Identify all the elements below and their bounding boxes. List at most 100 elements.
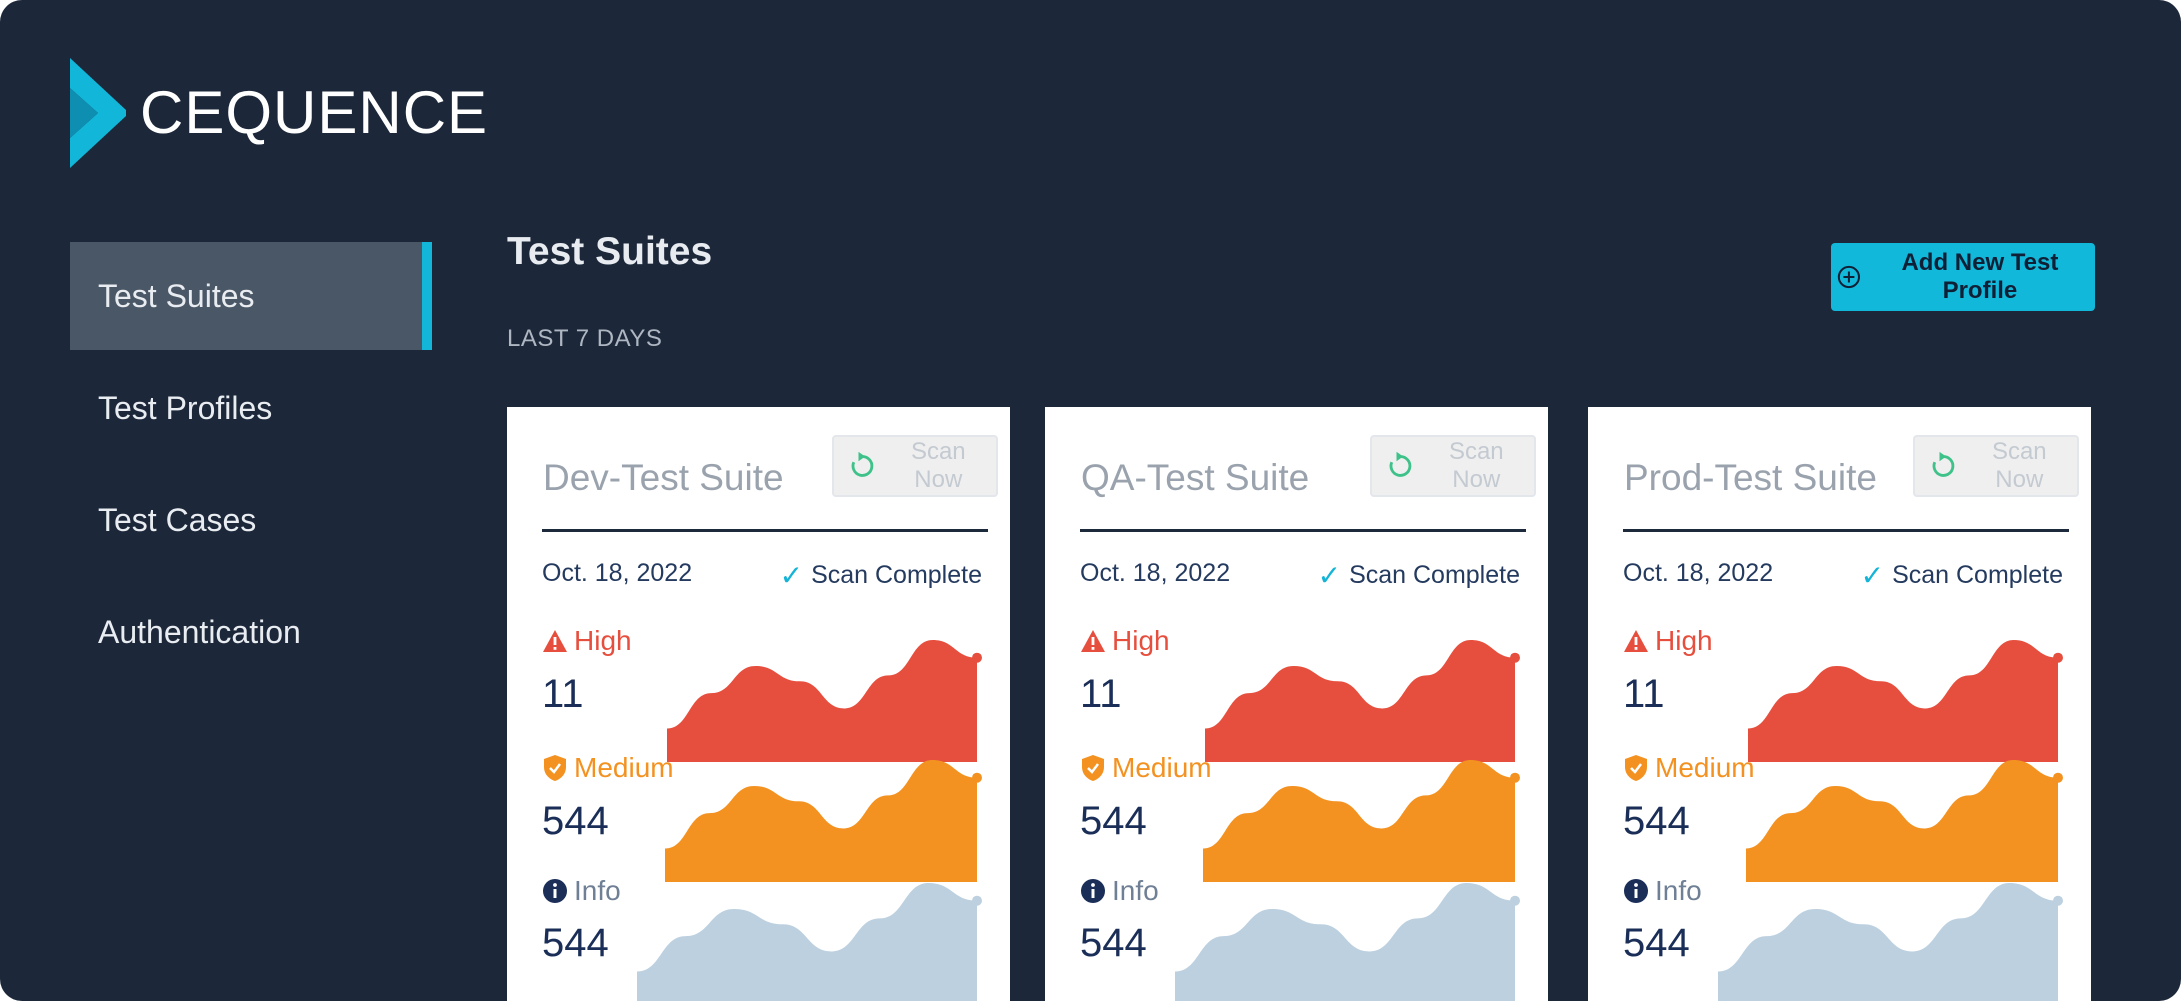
severity-medium-count: 544 [1080, 799, 1147, 843]
add-new-test-profile-button[interactable]: Add New Test Profile [1831, 243, 2095, 311]
sparkline-end-point [1510, 652, 1520, 663]
warning-triangle-icon [1624, 630, 1648, 652]
sidebar-item-label: Test Profiles [98, 389, 273, 426]
brand-name: CEQUENCE [140, 79, 489, 146]
severity-info-count: 544 [1623, 921, 1690, 965]
check-icon: ✓ [1860, 560, 1885, 591]
sidebar-item-label: Test Suites [98, 277, 255, 314]
severity-info-label: Info [1623, 875, 1702, 907]
cequence-logo: CEQUENCE [70, 55, 488, 170]
suite-name: Prod-Test Suite [1624, 457, 1877, 498]
sidebar-item-test-cases[interactable]: Test Cases [70, 466, 432, 574]
severity-info-sparkline [1718, 883, 2063, 1001]
sidebar-item-test-profiles[interactable]: Test Profiles [70, 354, 432, 462]
sparkline-end-point [972, 895, 982, 906]
severity-info-sparkline [1175, 883, 1520, 1001]
sparkline-area [1203, 760, 1515, 882]
severity-high-count: 11 [1080, 672, 1122, 716]
suite-name: Dev-Test Suite [543, 457, 784, 498]
status-label: Scan Complete [811, 561, 982, 589]
sparkline-end-point [1510, 772, 1520, 783]
refresh-icon [1389, 451, 1412, 477]
shield-check-icon [1082, 755, 1104, 781]
severity-label-text: High [574, 625, 632, 656]
sparkline-end-point [972, 652, 982, 663]
scan-status: ✓ Scan Complete [1318, 559, 1520, 592]
severity-info-count: 544 [542, 921, 609, 965]
warning-triangle-icon [543, 630, 567, 652]
check-icon: ✓ [1317, 560, 1342, 591]
severity-medium-label: Medium [542, 752, 674, 784]
severity-high-label: High [1080, 625, 1170, 657]
page-title: Test Suites [507, 230, 713, 273]
severity-high-sparkline [1748, 640, 2063, 762]
info-circle-icon [1624, 879, 1648, 903]
test-suite-card[interactable]: Dev-Test Suite Scan Now Oct. 18, 2022 ✓ Scan… [507, 407, 1010, 1001]
add-button-label: Add New Test Profile [1901, 249, 2059, 304]
sparkline-end-point [1510, 895, 1520, 906]
scan-now-button[interactable]: Scan Now [1913, 435, 2079, 497]
severity-label-text: Medium [1112, 752, 1212, 783]
severity-label-text: Info [1112, 875, 1159, 906]
sidebar-item-authentication[interactable]: Authentication [70, 578, 432, 686]
shield-check-icon [1625, 755, 1647, 781]
suite-name: QA-Test Suite [1081, 457, 1310, 498]
severity-high-label: High [1623, 625, 1713, 657]
card-divider [1080, 529, 1526, 532]
severity-medium-label: Medium [1623, 752, 1755, 784]
severity-medium-label: Medium [1080, 752, 1212, 784]
severity-medium-sparkline [1203, 760, 1520, 882]
sparkline-end-point [2053, 652, 2063, 663]
sparkline-end-point [972, 772, 982, 783]
sidebar-nav: Test Suites Test Profiles Test Cases Aut… [70, 242, 432, 686]
severity-medium-count: 544 [542, 799, 609, 843]
status-label: Scan Complete [1349, 561, 1520, 589]
refresh-icon [1932, 451, 1955, 477]
info-circle-icon [1081, 879, 1105, 903]
cequence-chevron-icon [70, 57, 126, 168]
scan-date: Oct. 18, 2022 [1080, 559, 1231, 587]
sparkline-area [1748, 640, 2058, 762]
check-icon: ✓ [779, 560, 804, 591]
sparkline-end-point [2053, 772, 2063, 783]
scan-date: Oct. 18, 2022 [1623, 559, 1774, 587]
warning-triangle-icon [1081, 630, 1105, 652]
severity-info-label: Info [542, 875, 621, 907]
severity-label-text: Medium [574, 752, 674, 783]
sidebar-item-test-suites[interactable]: Test Suites [70, 242, 432, 350]
sparkline-area [1205, 640, 1515, 762]
severity-high-label: High [542, 625, 632, 657]
scan-status: ✓ Scan Complete [1861, 559, 2063, 592]
sparkline-area [667, 640, 977, 762]
period-label: LAST 7 DAYS [507, 325, 663, 352]
severity-info-sparkline [637, 883, 982, 1001]
severity-high-sparkline [1205, 640, 1520, 762]
severity-medium-count: 544 [1623, 799, 1690, 843]
sparkline-area [1175, 883, 1515, 1001]
severity-label-text: High [1112, 625, 1170, 656]
scan-status: ✓ Scan Complete [780, 559, 982, 592]
shield-check-icon [544, 755, 566, 781]
sparkline-area [637, 883, 977, 1001]
severity-high-count: 11 [542, 672, 584, 716]
severity-label-text: Info [574, 875, 621, 906]
scan-now-button[interactable]: Scan Now [1370, 435, 1536, 497]
card-divider [542, 529, 988, 532]
severity-high-count: 11 [1623, 672, 1665, 716]
scan-now-button[interactable]: Scan Now [832, 435, 998, 497]
status-label: Scan Complete [1892, 561, 2063, 589]
severity-info-label: Info [1080, 875, 1159, 907]
card-divider [1623, 529, 2069, 532]
plus-circle-icon [1837, 265, 1860, 289]
sidebar-item-label: Test Cases [98, 501, 257, 538]
scan-button-label: Scan Now [1991, 438, 2047, 493]
sparkline-area [665, 760, 977, 882]
refresh-icon [851, 451, 874, 477]
test-suite-card[interactable]: Prod-Test Suite Scan Now Oct. 18, 2022 ✓ Sca… [1588, 407, 2091, 1001]
scan-button-label: Scan Now [910, 438, 966, 493]
scan-date: Oct. 18, 2022 [542, 559, 693, 587]
test-suite-card[interactable]: QA-Test Suite Scan Now Oct. 18, 2022 ✓ Scan … [1045, 407, 1548, 1001]
sparkline-end-point [2053, 895, 2063, 906]
severity-label-text: Info [1655, 875, 1702, 906]
sparkline-area [1718, 883, 2058, 1001]
